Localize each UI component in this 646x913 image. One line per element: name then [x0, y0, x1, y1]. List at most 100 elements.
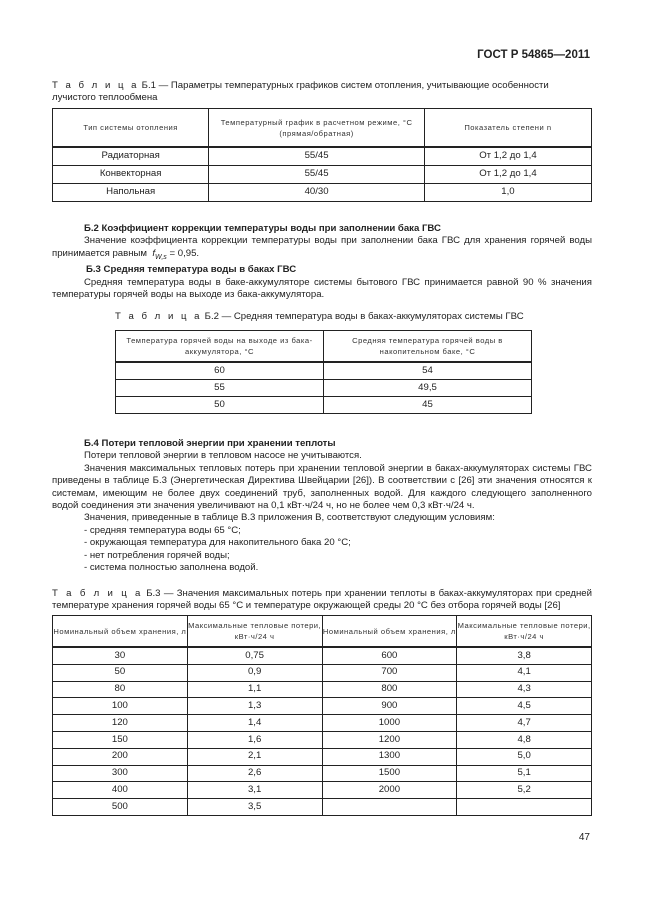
table-cell: 4,8: [456, 730, 592, 749]
table-cell: 3,8: [456, 646, 592, 665]
table-cell: 2,6: [186, 764, 323, 783]
table-cell: 2000: [321, 781, 458, 800]
table-row: 150 1,6 1200 4,8: [52, 730, 592, 749]
table-cell: От 1,2 до 1,4: [423, 146, 593, 166]
section-title: Б.2 Коэффициент коррекции температуры во…: [84, 223, 441, 234]
table-cell: 4,1: [456, 663, 592, 682]
table-cell: 4,3: [456, 680, 592, 699]
column-header: Максимальные тепловые потери, кВт·ч/24 ч: [186, 615, 323, 648]
table-cell: 0,75: [186, 646, 323, 665]
table-row: 120 1,4 1000 4,7: [52, 714, 592, 732]
paragraph: Значения максимальных тепловых потерь пр…: [52, 462, 592, 512]
table-cell: 1500: [321, 764, 458, 783]
table-cell: 4,5: [456, 697, 592, 716]
table-b3-caption: Т а б л и ц а Б.3 — Значения максимальны…: [52, 588, 592, 613]
table-row: Конвекторная 55/45 От 1,2 до 1,4: [51, 165, 593, 184]
caption-text: Б.3 — Значения максимальных потерь при х…: [52, 588, 592, 612]
text: Значение коэффициента коррекции температ…: [52, 235, 592, 259]
section-title: Б.4 Потери тепловой энергии при хранении…: [84, 438, 336, 449]
section-title: Б.3 Средняя температура воды в баках ГВС: [86, 264, 297, 276]
formula: f: [152, 247, 156, 259]
table-cell: 5,1: [456, 764, 592, 783]
table-row: 30 0,75 600 3,8: [52, 646, 592, 665]
table-b1: Тип системы отопления Температурный графи…: [51, 108, 593, 202]
table-cell: 30: [52, 646, 188, 665]
table-cell: 3,1: [186, 781, 323, 800]
caption-text: Б.2 — Средняя температура воды в баках-а…: [201, 311, 524, 322]
column-header: Температурный график в расчетном режиме,…: [208, 108, 425, 148]
header-row: Температура горячей воды на выходе из ба…: [115, 330, 532, 363]
table-cell: 1000: [321, 714, 458, 732]
table-cell: 400: [52, 781, 188, 800]
column-header: Тип системы отопления: [51, 108, 210, 148]
table-cell: 80: [52, 680, 188, 699]
column-header: Средняя температура горячей воды в накоп…: [323, 330, 532, 363]
standard-header: ГОСТ Р 54865—2011: [477, 49, 590, 61]
table-row: 500 3,5: [52, 798, 592, 816]
table-cell: Напольная: [51, 183, 210, 202]
table-cell: 200: [52, 747, 188, 766]
table-cell: 0,9: [186, 663, 323, 682]
table-cell: 300: [52, 764, 188, 783]
table-row: 60 54: [115, 361, 532, 380]
caption-prefix: Т а б л и ц а: [52, 588, 143, 599]
table-b3: Номинальный объем хранения, л Максимальны…: [52, 615, 592, 816]
paragraph: Значение коэффициента коррекции температ…: [52, 235, 592, 264]
table-cell: От 1,2 до 1,4: [423, 165, 593, 184]
caption-prefix: Т а б л и ц а: [52, 80, 139, 91]
column-header: Номинальный объем хранения, л: [321, 615, 458, 648]
paragraph: Значения, приведенные в таблице В.3 прил…: [84, 512, 495, 524]
table-cell: 55: [115, 379, 324, 397]
caption-prefix: Т а б л и ц а: [115, 311, 202, 322]
table-row: 50 45: [115, 396, 532, 414]
caption-text: Б.1 — Параметры температурных графиков с…: [52, 80, 549, 104]
table-cell: [456, 798, 592, 816]
table-cell: 700: [321, 663, 458, 682]
table-cell: 5,2: [456, 781, 592, 800]
table-cell: 150: [52, 730, 188, 749]
table-cell: 1,4: [186, 714, 323, 732]
table-cell: 1300: [321, 747, 458, 766]
list-item: - система полностью заполнена водой.: [84, 562, 259, 574]
table-cell: 500: [52, 798, 188, 816]
table-b2-caption: Т а б л и ц а Б.2 — Средняя температура …: [115, 311, 535, 323]
header-row: Номинальный объем хранения, л Максимальны…: [52, 615, 592, 648]
table-row: Напольная 40/30 1,0: [51, 183, 593, 202]
table-cell: 54: [323, 361, 532, 380]
table-cell: 40/30: [208, 183, 425, 202]
table-cell: Радиаторная: [51, 146, 210, 166]
list-item: - окружающая температура для накопительн…: [84, 537, 351, 549]
table-cell: 1,0: [423, 183, 593, 202]
page-number: 47: [578, 832, 590, 843]
list-item: - средняя температура воды 65 °С;: [84, 524, 241, 536]
table-row: 400 3,1 2000 5,2: [52, 781, 592, 800]
table-cell: 800: [321, 680, 458, 699]
column-header: Показатель степени n: [423, 108, 593, 148]
table-cell: 1200: [321, 730, 458, 749]
table-cell: 55/45: [208, 165, 425, 184]
table-row: 80 1,1 800 4,3: [52, 680, 592, 699]
table-row: 200 2,1 1300 5,0: [52, 747, 592, 766]
table-cell: 1,3: [186, 697, 323, 716]
table-cell: 50: [52, 663, 188, 682]
table-cell: [321, 798, 458, 816]
table-b1-caption: Т а б л и ц а Б.1 — Параметры температур…: [52, 80, 592, 105]
header-row: Тип системы отопления Температурный графи…: [51, 108, 593, 148]
table-row: 55 49,5: [115, 379, 532, 397]
table-cell: 60: [115, 361, 324, 380]
table-cell: 600: [321, 646, 458, 665]
table-cell: 100: [52, 697, 188, 716]
table-cell: 2,1: [186, 747, 323, 766]
table-cell: 1,1: [186, 680, 323, 699]
paragraph: Потери тепловой энергии в тепловом насос…: [84, 450, 362, 462]
value: = 0,95.: [166, 247, 200, 259]
paragraph: Средняя температура воды в баке-аккумуля…: [52, 276, 592, 300]
table-cell: 45: [323, 396, 532, 414]
table-cell: 900: [321, 697, 458, 716]
table-row: 100 1,3 900 4,5: [52, 697, 592, 716]
column-header: Температура горячей воды на выходе из ба…: [115, 330, 324, 363]
section-b2: Б.2 Коэффициент коррекции температуры во…: [52, 223, 592, 301]
table-cell: 1,6: [186, 730, 323, 749]
table-row: 50 0,9 700 4,1: [52, 663, 592, 682]
